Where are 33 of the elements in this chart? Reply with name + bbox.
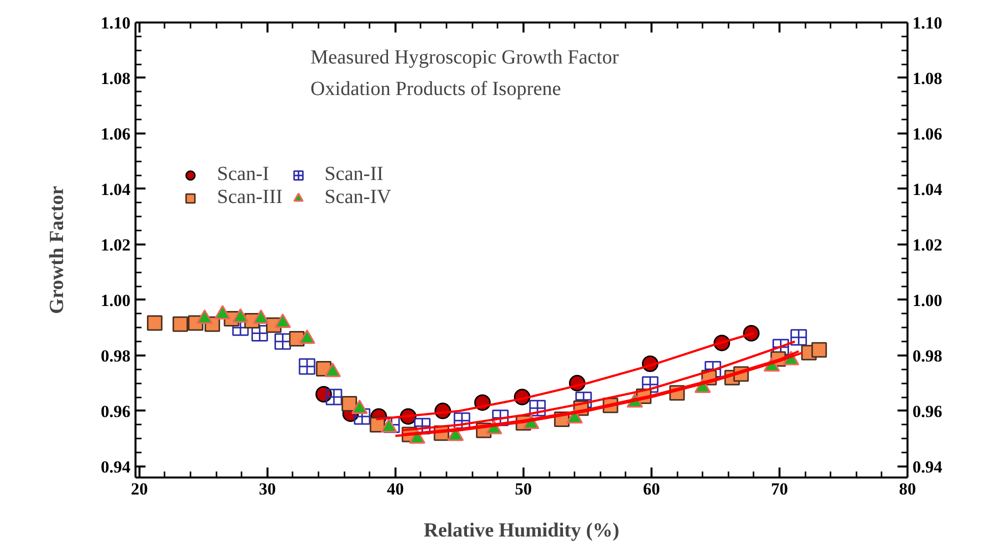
- y2-tick-label: 1.06: [912, 124, 942, 144]
- x-axis-title: Relative Humidity (%): [424, 520, 620, 542]
- x-tick-label: 20: [130, 480, 148, 498]
- y2-tick-label: 1.02: [912, 235, 942, 254]
- legend-label: Scan-III: [217, 186, 283, 209]
- y-tick-label: 0.98: [100, 346, 130, 366]
- y-tick-label: 1.06: [100, 124, 130, 144]
- legend-label: Scan-II: [324, 163, 384, 186]
- x-tick-label: 70: [770, 480, 788, 498]
- legend-label: Scan-I: [217, 163, 270, 186]
- annotation: Oxidation Products of Isoprene: [310, 78, 562, 100]
- y2-tick-label: 1.10: [912, 14, 942, 32]
- y-tick-label: 1.02: [100, 235, 130, 254]
- y-tick-label: 1.00: [100, 290, 130, 310]
- x-tick-label: 40: [386, 480, 404, 498]
- y-axis-title: Growth Factor: [46, 186, 68, 314]
- y2-tick-label: 0.98: [912, 346, 942, 366]
- y2-tick-label: 0.96: [912, 402, 942, 421]
- x-tick-label: 80: [899, 480, 916, 498]
- y-tick-label: 1.04: [100, 180, 131, 199]
- y2-tick-label: 1.08: [912, 68, 942, 88]
- y-tick-label: 1.08: [100, 68, 130, 88]
- x-tick-label: 50: [514, 480, 532, 498]
- y-tick-label: 0.94: [100, 457, 131, 476]
- y-tick-label: 1.10: [100, 14, 130, 32]
- x-tick-label: 60: [642, 480, 660, 498]
- annotation: Measured Hygroscopic Growth Factor: [310, 46, 620, 68]
- x-tick-label: 30: [258, 480, 276, 498]
- legend-label: Scan-IV: [324, 186, 392, 209]
- y2-tick-label: 1.00: [912, 290, 942, 310]
- y2-tick-label: 0.94: [912, 457, 943, 476]
- y-tick-label: 0.96: [100, 402, 130, 421]
- y2-tick-label: 1.04: [912, 180, 943, 199]
